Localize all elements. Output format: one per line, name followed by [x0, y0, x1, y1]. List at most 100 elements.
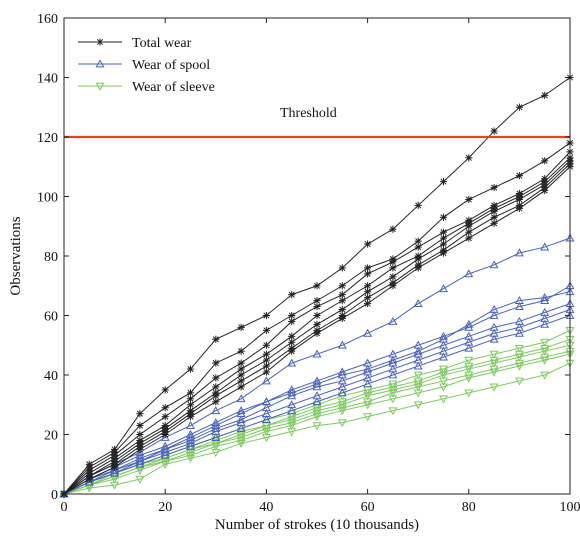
series-wear-of-sleeve-5 — [59, 350, 575, 499]
data-point — [439, 249, 448, 257]
data-point — [363, 392, 373, 401]
data-point — [211, 443, 221, 452]
threshold-layer: Threshold — [64, 106, 570, 139]
y-axis-label: Observations — [8, 216, 24, 295]
data-point — [136, 410, 144, 418]
x-axis-label: Number of strokes (10 thousands) — [215, 517, 419, 533]
data-point — [135, 475, 145, 484]
data-point — [464, 343, 474, 352]
data-point — [237, 377, 245, 385]
data-point — [161, 413, 169, 421]
data-point — [388, 316, 398, 325]
series-wear-of-spool-6 — [59, 310, 575, 498]
data-point — [514, 377, 524, 386]
data-point — [313, 282, 321, 290]
data-point — [541, 157, 549, 165]
data-point — [313, 320, 321, 329]
data-point — [261, 376, 271, 385]
data-point — [313, 311, 321, 320]
data-point — [212, 383, 220, 391]
data-point — [465, 154, 473, 162]
y-tick-label: 0 — [51, 488, 58, 503]
y-tick-label: 100 — [37, 191, 58, 206]
x-tick-label: 60 — [361, 500, 375, 515]
series-line — [63, 303, 571, 495]
data-point — [490, 183, 498, 192]
data-point — [540, 242, 550, 251]
data-point — [262, 368, 270, 376]
data-point — [464, 269, 474, 278]
data-point — [363, 328, 373, 337]
x-tick-label: 0 — [61, 500, 68, 515]
data-point — [237, 323, 245, 331]
data-point — [236, 440, 246, 449]
data-point — [160, 450, 170, 459]
data-point — [337, 419, 347, 428]
series-line — [63, 309, 571, 495]
data-point — [389, 282, 397, 290]
data-point — [514, 353, 524, 362]
data-point — [110, 468, 120, 477]
series-total-wear-7 — [60, 163, 574, 498]
data-point — [338, 297, 346, 305]
data-point — [85, 475, 93, 483]
data-point — [261, 434, 271, 443]
data-point — [514, 248, 524, 257]
y-tick-label: 120 — [37, 131, 58, 146]
data-point — [439, 371, 448, 380]
data-point — [288, 291, 296, 299]
data-point — [136, 421, 144, 430]
data-point — [287, 422, 297, 431]
data-point — [135, 459, 145, 468]
data-point — [439, 377, 448, 386]
data-point — [337, 388, 347, 397]
data-point — [312, 349, 322, 358]
data-point — [413, 389, 423, 398]
y-tick-label: 160 — [37, 12, 58, 27]
data-point — [312, 397, 322, 406]
data-point — [489, 304, 499, 313]
data-point — [439, 383, 448, 392]
data-point — [212, 398, 220, 406]
data-point — [465, 234, 473, 242]
legend-marker — [95, 82, 105, 91]
x-tick-label: 80 — [462, 500, 476, 515]
data-point — [515, 204, 523, 212]
series-wear-of-spool-1 — [59, 233, 575, 498]
data-point — [262, 311, 270, 320]
data-point — [237, 383, 245, 391]
legend-marker — [95, 59, 105, 68]
data-point — [540, 338, 550, 347]
data-point — [287, 428, 297, 437]
data-point — [413, 401, 423, 410]
data-point — [211, 448, 221, 457]
data-point — [237, 347, 245, 355]
data-point — [186, 395, 195, 403]
data-point — [489, 359, 499, 368]
data-point — [389, 264, 397, 272]
data-point — [211, 406, 221, 415]
data-point — [161, 430, 169, 439]
data-point — [262, 326, 270, 334]
data-point — [514, 301, 524, 310]
data-point — [212, 374, 220, 382]
data-point — [490, 219, 498, 227]
data-point — [186, 454, 195, 463]
series-wear-of-sleeve-1 — [59, 326, 575, 499]
data-point — [186, 420, 195, 429]
legend-label: Total wear — [132, 36, 192, 51]
data-point — [338, 264, 346, 272]
data-point — [541, 186, 549, 195]
data-point — [464, 365, 474, 374]
data-point — [160, 460, 170, 469]
data-point — [287, 391, 297, 400]
data-point — [489, 368, 499, 377]
threshold-label: Threshold — [280, 106, 337, 121]
data-point — [287, 406, 297, 415]
data-point — [261, 414, 271, 424]
data-point — [186, 441, 195, 450]
data-point — [414, 264, 422, 272]
data-point — [363, 379, 373, 388]
data-point — [364, 288, 372, 296]
